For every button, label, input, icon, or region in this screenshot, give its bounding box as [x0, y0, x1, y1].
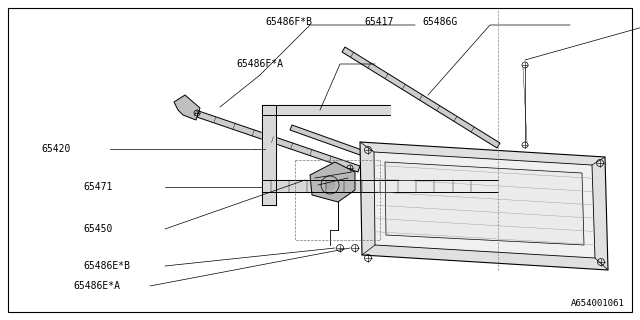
Text: 65471: 65471 — [83, 182, 113, 192]
Text: 65486E*A: 65486E*A — [74, 281, 120, 292]
Text: 65417: 65417 — [365, 17, 394, 28]
Circle shape — [325, 180, 335, 190]
Polygon shape — [310, 162, 355, 202]
Polygon shape — [185, 107, 360, 172]
Text: 65486G: 65486G — [422, 17, 458, 28]
Polygon shape — [262, 105, 276, 205]
Text: 65450: 65450 — [83, 224, 113, 234]
Text: 65486F*A: 65486F*A — [237, 59, 284, 69]
Polygon shape — [342, 47, 500, 148]
Polygon shape — [385, 162, 584, 245]
Text: 65486F*B: 65486F*B — [266, 17, 312, 28]
Polygon shape — [374, 152, 595, 258]
Text: 65486E*B: 65486E*B — [83, 260, 130, 271]
Polygon shape — [290, 125, 362, 155]
Text: A654001061: A654001061 — [572, 299, 625, 308]
Polygon shape — [262, 180, 498, 192]
Polygon shape — [262, 105, 390, 115]
Text: 65420: 65420 — [42, 144, 71, 154]
Polygon shape — [174, 95, 200, 120]
Polygon shape — [360, 142, 608, 270]
